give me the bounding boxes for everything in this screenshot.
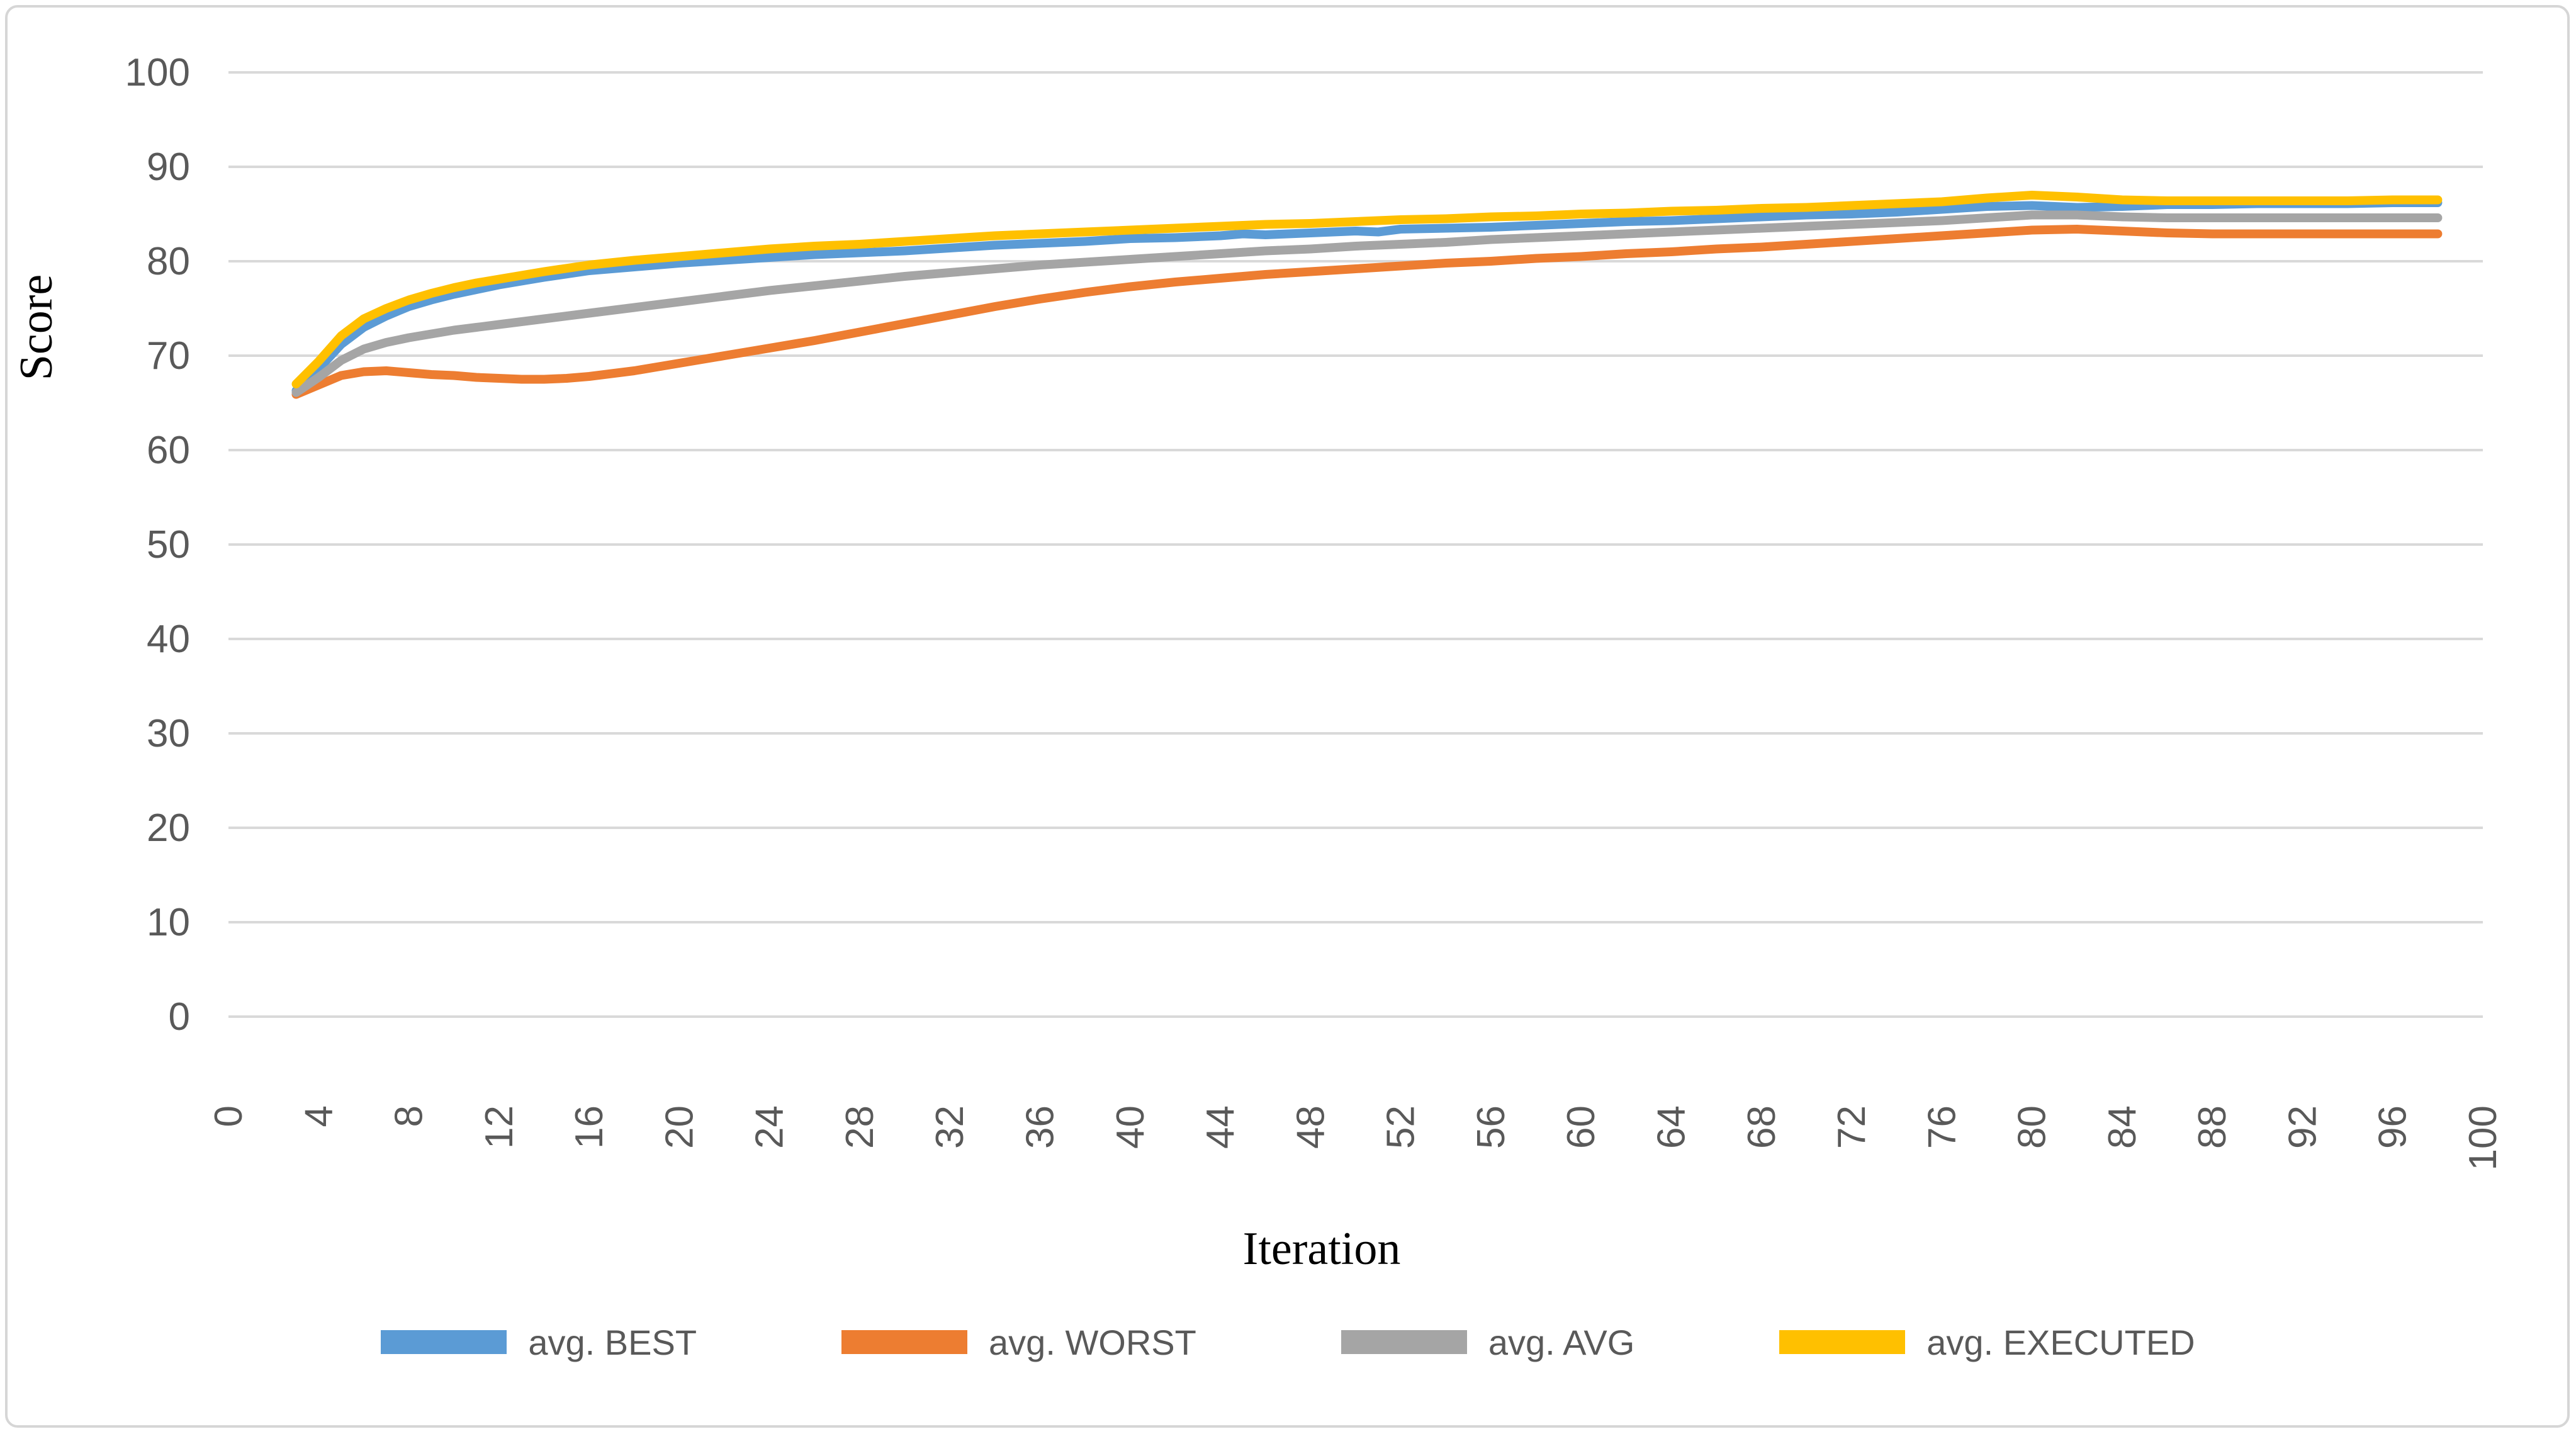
x-tick-label: 72 — [1830, 1105, 1874, 1149]
x-tick-label: 40 — [1109, 1105, 1152, 1149]
x-tick-label: 76 — [1920, 1105, 1964, 1149]
x-tick-label: 52 — [1380, 1105, 1423, 1149]
y-axis-title: Score — [11, 274, 62, 381]
x-tick-label: 80 — [2011, 1105, 2054, 1149]
legend-label: avg. EXECUTED — [1926, 1322, 2195, 1362]
x-tick-label: 4 — [297, 1105, 340, 1127]
x-tick-label: 24 — [748, 1105, 792, 1149]
x-tick-label: 36 — [1019, 1105, 1062, 1149]
x-axis-title: Iteration — [1243, 1223, 1401, 1275]
x-tick-label: 0 — [207, 1105, 250, 1127]
x-tick-label: 96 — [2371, 1105, 2415, 1149]
y-tick-label: 40 — [147, 618, 190, 661]
x-tick-label: 48 — [1289, 1105, 1332, 1149]
x-tick-label: 88 — [2191, 1105, 2234, 1149]
legend-label: avg. BEST — [528, 1322, 697, 1362]
x-tick-label: 64 — [1650, 1105, 1693, 1149]
series-line-avg--avg — [291, 210, 2443, 397]
x-tick-label: 100 — [2461, 1105, 2505, 1170]
series-line-avg--executed — [291, 191, 2443, 388]
legend-label: avg. WORST — [989, 1322, 1196, 1362]
x-tick-label: 56 — [1470, 1105, 1513, 1149]
x-tick-label: 20 — [658, 1105, 701, 1149]
legend-label: avg. AVG — [1488, 1322, 1635, 1362]
legend-swatch — [1779, 1330, 1906, 1354]
x-tick-label: 28 — [838, 1105, 882, 1149]
x-axis-tick-labels: 0 4 8 12 16 20 24 28 32 36 40 44 48 52 56 60 64 68 72 76 80 8… — [207, 1105, 2505, 1170]
x-tick-label: 68 — [1740, 1105, 1784, 1149]
legend-item-avg--worst: avg. WORST — [841, 1322, 1196, 1363]
y-tick-label: 10 — [147, 901, 190, 944]
legend-swatch — [841, 1330, 968, 1354]
x-tick-label: 92 — [2281, 1105, 2324, 1149]
series-line-avg--best — [291, 198, 2443, 395]
x-tick-label: 44 — [1199, 1105, 1242, 1149]
x-tick-label: 32 — [928, 1105, 972, 1149]
legend-item-avg--executed: avg. EXECUTED — [1779, 1322, 2195, 1363]
x-tick-label: 12 — [478, 1105, 521, 1149]
legend-item-avg--best: avg. BEST — [381, 1322, 697, 1363]
y-tick-label: 100 — [125, 51, 190, 94]
series-lines — [291, 191, 2443, 399]
legend-swatch — [1341, 1330, 1467, 1354]
y-tick-label: 80 — [147, 240, 190, 283]
y-tick-label: 20 — [147, 806, 190, 850]
y-tick-label: 30 — [147, 712, 190, 755]
series-line-avg--worst — [291, 225, 2443, 399]
x-tick-label: 84 — [2101, 1105, 2144, 1149]
y-tick-label: 60 — [147, 429, 190, 472]
x-tick-label: 8 — [388, 1105, 431, 1127]
y-tick-label: 90 — [147, 145, 190, 189]
y-tick-label: 50 — [147, 523, 190, 567]
y-axis-tick-labels: 0 10 20 30 40 50 60 70 80 90 100 — [125, 51, 190, 1039]
chart-legend: avg. BEST avg. WORST avg. AVG avg. EXECUTED — [0, 1304, 2576, 1380]
x-tick-label: 16 — [568, 1105, 611, 1149]
gridlines — [228, 71, 2483, 1018]
legend-swatch — [381, 1330, 507, 1354]
legend-item-avg--avg: avg. AVG — [1341, 1322, 1634, 1363]
y-tick-label: 70 — [147, 334, 190, 378]
x-tick-label: 60 — [1560, 1105, 1603, 1149]
y-tick-label: 0 — [169, 995, 190, 1039]
